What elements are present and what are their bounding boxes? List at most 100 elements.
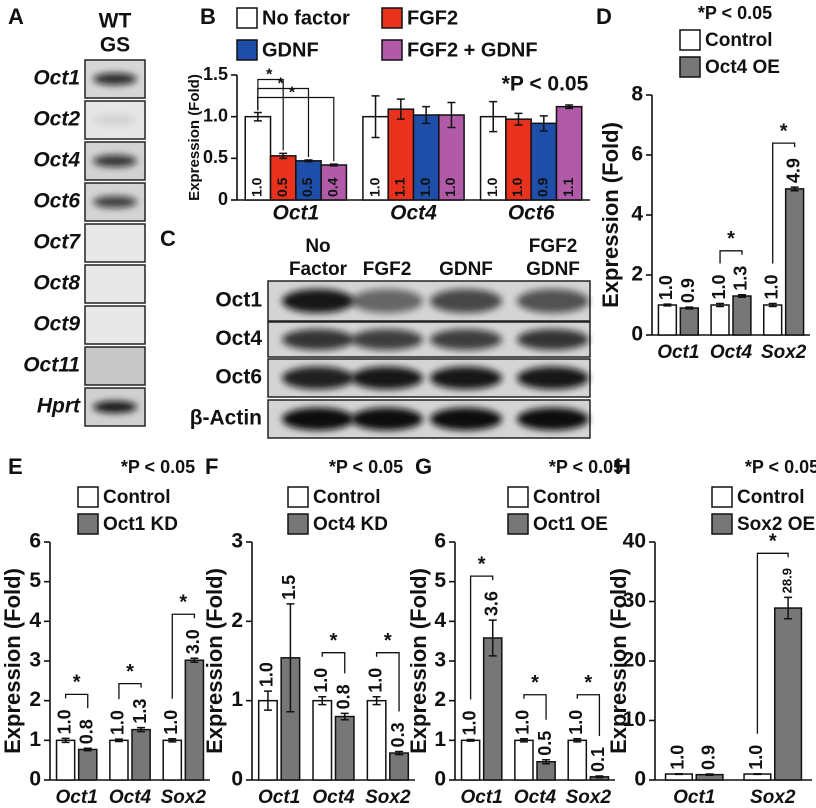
significance-marker: * bbox=[330, 630, 338, 652]
error-bar bbox=[542, 759, 551, 765]
value-label: 1.0 bbox=[709, 274, 729, 299]
x-tick-label: Oct1 bbox=[657, 342, 699, 363]
error-bar bbox=[716, 302, 725, 308]
significance-bracket bbox=[171, 613, 196, 699]
error-bar bbox=[737, 294, 746, 298]
gel-column-label: Factor bbox=[289, 259, 348, 280]
bar bbox=[657, 304, 678, 336]
error-bar bbox=[422, 105, 431, 125]
legend-swatch bbox=[679, 29, 701, 51]
panel-letter: E bbox=[8, 454, 23, 479]
gel-band bbox=[282, 289, 354, 313]
value-label: 1.0 bbox=[484, 177, 500, 197]
value-label: 4.9 bbox=[783, 158, 803, 183]
legend-swatch bbox=[507, 513, 529, 535]
value-label: 1.0 bbox=[161, 710, 181, 735]
y-tick-label: 1 bbox=[434, 728, 446, 751]
legend-swatch bbox=[381, 7, 403, 29]
significance-bracket bbox=[118, 682, 142, 700]
y-tick-label: 6 bbox=[631, 143, 643, 166]
panel-letter: D bbox=[596, 4, 612, 29]
error-bar bbox=[595, 775, 604, 779]
error-bar bbox=[489, 100, 498, 133]
x-tick-label: Oct1 bbox=[461, 787, 503, 808]
y-axis-label: Expression (Fold) bbox=[606, 568, 631, 754]
y-tick-label: 8 bbox=[631, 83, 643, 106]
bar bbox=[55, 739, 76, 781]
gel-row-label: Oct9 bbox=[33, 313, 80, 336]
y-tick-label: 2 bbox=[434, 688, 446, 711]
significance-bracket bbox=[523, 694, 547, 720]
legend-swatch bbox=[287, 513, 309, 535]
significance-bracket bbox=[772, 142, 796, 264]
bar bbox=[162, 739, 183, 781]
x-tick-label: Oct4 bbox=[514, 787, 557, 808]
value-label: 1.0 bbox=[257, 662, 277, 687]
significance-marker: * bbox=[769, 531, 777, 553]
bar bbox=[679, 307, 699, 336]
x-tick-label: Sox2 bbox=[566, 787, 612, 808]
value-label: 1.0 bbox=[442, 177, 458, 197]
bar bbox=[479, 115, 507, 201]
bar bbox=[131, 728, 151, 781]
gel-band bbox=[93, 114, 137, 126]
y-tick-label: 6 bbox=[29, 530, 41, 553]
bar bbox=[505, 118, 532, 201]
bar bbox=[389, 752, 410, 781]
value-label: 1.0 bbox=[513, 710, 533, 735]
gel-band bbox=[517, 289, 589, 313]
value-label: 1.0 bbox=[108, 710, 128, 735]
error-bar bbox=[784, 596, 793, 620]
bar bbox=[567, 739, 588, 781]
bar bbox=[334, 715, 355, 781]
bar bbox=[482, 637, 503, 781]
legend-label: Oct4 OE bbox=[705, 57, 780, 78]
panel-letter: B bbox=[200, 4, 216, 29]
legend-swatch bbox=[711, 486, 733, 508]
gel-band bbox=[93, 401, 137, 413]
bar bbox=[460, 739, 481, 781]
y-tick-label: 40 bbox=[623, 530, 646, 553]
x-tick-label: Oct4 bbox=[710, 342, 753, 363]
gel-band bbox=[282, 329, 354, 350]
error-bar bbox=[573, 737, 582, 743]
bar bbox=[536, 761, 556, 781]
y-tick-label: 0 bbox=[634, 768, 646, 791]
error-bar bbox=[371, 95, 380, 139]
error-bar bbox=[395, 750, 404, 756]
significance-marker: * bbox=[126, 661, 134, 683]
gel-band bbox=[93, 155, 137, 167]
legend-swatch bbox=[77, 513, 99, 535]
significance-marker: * bbox=[478, 553, 486, 575]
bar bbox=[184, 659, 205, 781]
gel-row-label: Oct8 bbox=[33, 272, 80, 295]
value-label: 0.1 bbox=[588, 747, 608, 772]
error-bar bbox=[263, 690, 272, 711]
error-bar bbox=[83, 747, 92, 752]
error-bar bbox=[340, 712, 349, 721]
y-tick-label: 0.5 bbox=[203, 147, 228, 167]
panel-letter: G bbox=[415, 454, 432, 479]
gel-band bbox=[351, 366, 423, 390]
bar bbox=[710, 304, 730, 336]
x-tick-label: Oct1 bbox=[673, 787, 715, 808]
value-label: 0.8 bbox=[76, 719, 96, 744]
value-label: 1.1 bbox=[392, 177, 408, 197]
y-tick-label: 3 bbox=[231, 530, 243, 553]
significance-marker: * bbox=[73, 672, 81, 694]
value-label: 1.0 bbox=[311, 668, 331, 693]
annotation: *P < 0.05 bbox=[698, 3, 772, 23]
value-label: 1.5 bbox=[279, 575, 299, 600]
gel-row-label: Oct1 bbox=[215, 289, 262, 312]
y-tick-label: 4 bbox=[631, 203, 643, 226]
y-tick-label: 2 bbox=[231, 609, 243, 632]
panel-letter: A bbox=[8, 4, 24, 29]
bar bbox=[109, 739, 129, 781]
legend-swatch bbox=[381, 39, 403, 61]
gel-row-label: Oct4 bbox=[215, 327, 262, 350]
bar bbox=[244, 115, 272, 201]
value-label: 0.8 bbox=[333, 684, 353, 709]
bar bbox=[530, 122, 558, 201]
error-bar bbox=[488, 619, 497, 657]
significance-bracket bbox=[469, 575, 494, 700]
